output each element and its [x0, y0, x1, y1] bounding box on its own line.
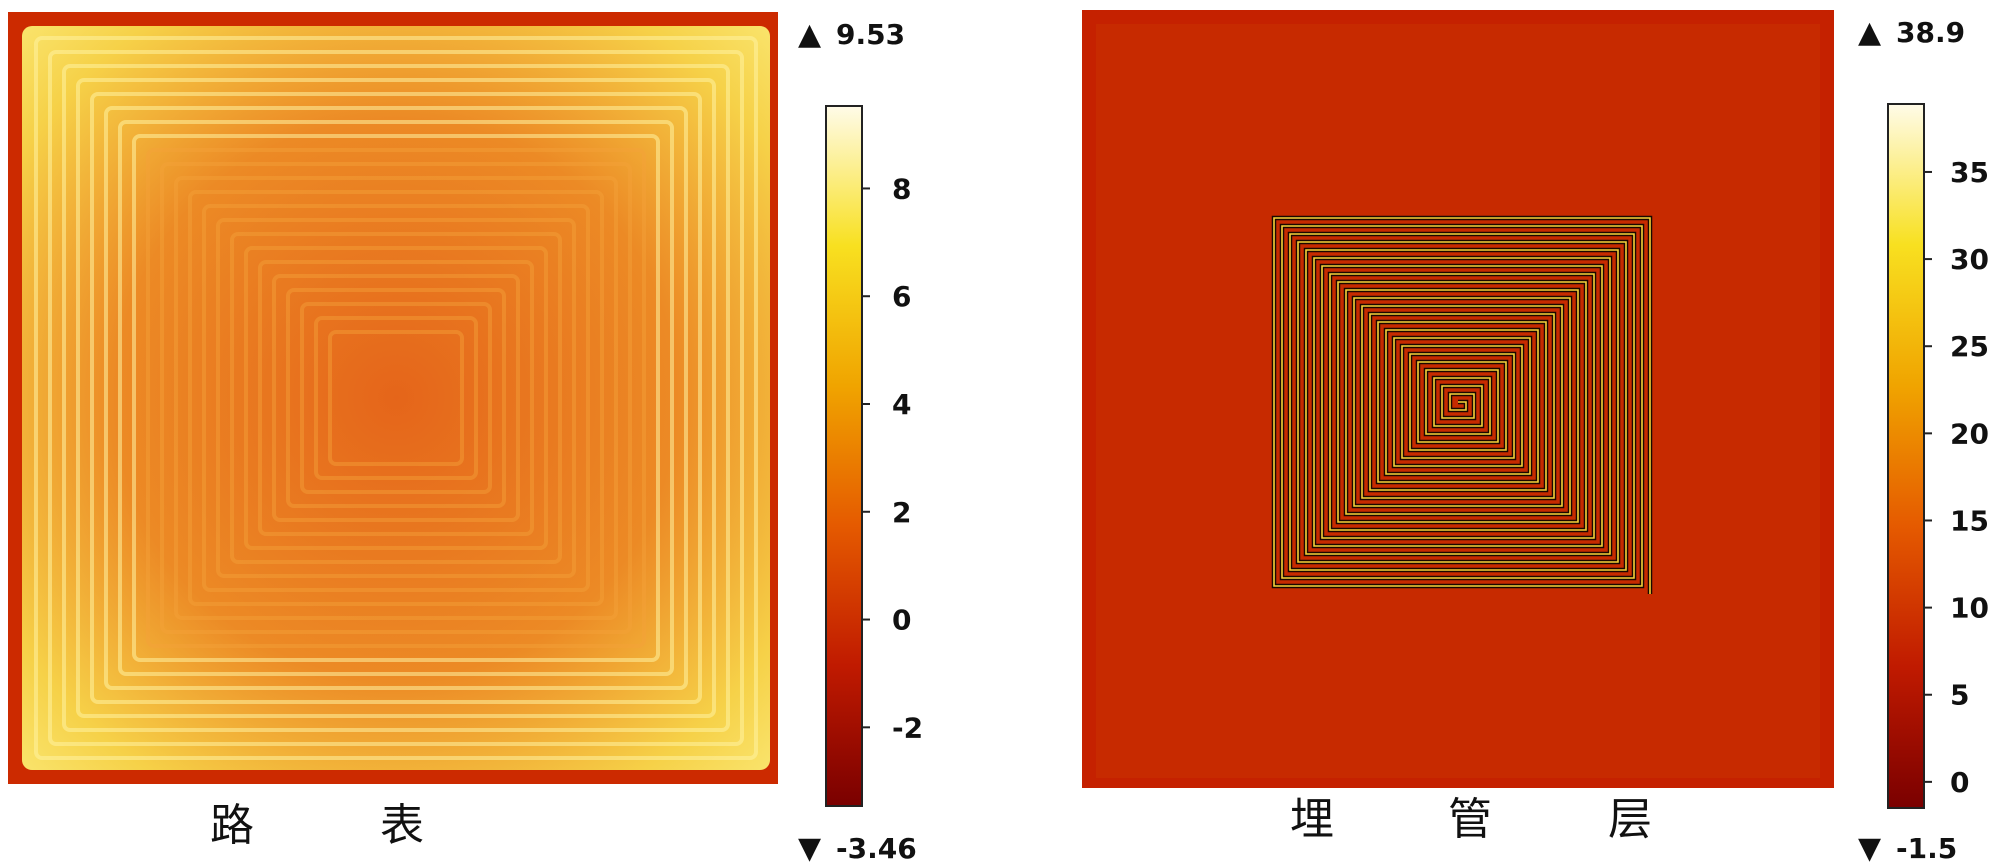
- colorbar-tick-label: 10: [1950, 592, 1989, 625]
- colorbar-tick-label: -2: [892, 711, 923, 744]
- heatmap-1-rings: [34, 36, 758, 760]
- heatmap-1-field: [22, 26, 770, 770]
- colorbar-2: 35 30 25 20 15 10 5 0 ▲ 38.9 ▼ -1.5: [1858, 15, 1989, 865]
- colorbar-2-max-arrow: ▲: [1858, 15, 1881, 50]
- heatmap-ring: [314, 316, 478, 480]
- colorbar-2-bar: [1887, 103, 1925, 809]
- heatmap-2-spiral-pipe-core: [1273, 217, 1651, 594]
- heatmap-ring: [132, 134, 660, 662]
- colorbar-tick-label: 35: [1950, 156, 1989, 189]
- caption-2-char-2: 管: [1448, 794, 1492, 845]
- heatmap-ring: [216, 218, 576, 578]
- colorbar-tick-label: 25: [1950, 330, 1989, 363]
- heatmap-ring: [146, 148, 646, 648]
- heatmap-ring: [62, 64, 730, 732]
- heatmap-ring: [328, 330, 464, 466]
- heatmap-2: [1082, 10, 1834, 788]
- colorbar-2-max-label: 38.9: [1896, 16, 1965, 49]
- heatmap-ring: [160, 162, 632, 634]
- colorbar-tick-label: 0: [1950, 766, 1969, 799]
- colorbar-1-ticks: 8 6 4 2 0 -2: [862, 172, 923, 744]
- colorbar-1: 8 6 4 2 0 -2 ▲ 9.53 ▼ -3.46: [798, 17, 923, 865]
- colorbar-tick-label: 15: [1950, 504, 1989, 537]
- colorbar-2-min-label: -1.5: [1896, 832, 1957, 865]
- colorbar-tick-label: 30: [1950, 243, 1989, 276]
- colorbar-1-max-label: 9.53: [836, 18, 905, 51]
- caption-2-char-3: 层: [1608, 794, 1652, 845]
- colorbar-1-max-arrow: ▲: [798, 17, 821, 52]
- colorbar-tick-label: 20: [1950, 417, 1989, 450]
- heatmap-ring: [188, 190, 604, 606]
- caption-1-char-1: 路: [210, 800, 254, 851]
- heatmap-ring: [202, 204, 590, 592]
- colorbar-1-min-label: -3.46: [836, 832, 917, 865]
- colorbar-2-min-arrow: ▼: [1858, 831, 1881, 865]
- colorbar-tick-label: 8: [892, 172, 911, 205]
- heatmap-ring: [48, 50, 744, 746]
- caption-1-char-2: 表: [380, 800, 424, 851]
- heatmap-ring: [286, 288, 506, 508]
- heatmap-ring: [76, 78, 716, 718]
- colorbar-1-bar: [825, 105, 863, 807]
- colorbar-tick-label: 2: [892, 496, 911, 529]
- heatmap-ring: [272, 274, 520, 522]
- heatmap-ring: [230, 232, 562, 564]
- heatmap-ring: [34, 36, 758, 760]
- heatmap-1-border: [8, 12, 778, 784]
- heatmap-ring: [258, 260, 534, 536]
- heatmap-2-spiral-pipe: [1271, 215, 1653, 594]
- colorbar-tick-label: 5: [1950, 679, 1969, 712]
- heatmap-ring: [90, 92, 702, 704]
- colorbar-tick-label: 0: [892, 604, 911, 637]
- heatmap-2-field: [1096, 24, 1820, 778]
- heatmap-1: [8, 12, 778, 784]
- colorbar-1-min-arrow: ▼: [798, 831, 821, 865]
- colorbar-tick-label: 4: [892, 388, 911, 421]
- heatmap-2-border: [1082, 10, 1834, 788]
- colorbar-2-ticks: 35 30 25 20 15 10 5 0: [1924, 156, 1989, 799]
- heatmap-ring: [174, 176, 618, 620]
- heatmap-ring: [300, 302, 492, 494]
- heatmap-ring: [118, 120, 674, 676]
- heatmap-ring: [104, 106, 688, 690]
- heatmap-ring: [244, 246, 548, 550]
- caption-2-char-1: 埋: [1290, 794, 1334, 845]
- colorbar-tick-label: 6: [892, 280, 911, 313]
